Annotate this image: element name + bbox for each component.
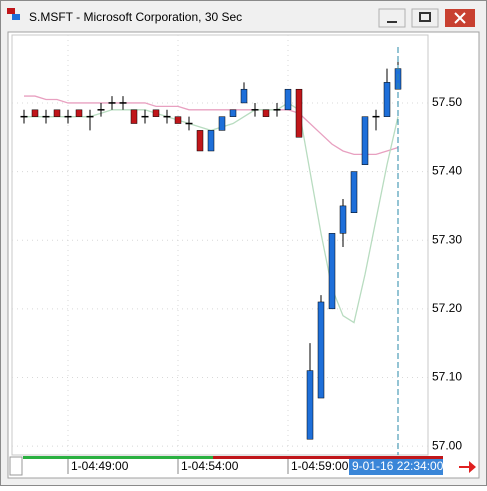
- scroll-right-arrow[interactable]: [459, 461, 476, 473]
- candle-body: [174, 116, 182, 124]
- candle-body: [284, 88, 292, 111]
- candle-body: [31, 109, 39, 117]
- scroll-range-green: [23, 456, 213, 459]
- y-tick-label: 57.00: [432, 438, 462, 452]
- moving-average: [24, 95, 399, 156]
- candle-body: [328, 233, 336, 310]
- candle-body: [306, 370, 314, 440]
- candle-body: [240, 88, 248, 104]
- candle-body: [339, 205, 347, 234]
- window-title: S.MSFT - Microsoft Corporation, 30 Sec: [29, 10, 242, 24]
- x-tick-label: 1-04:59:00: [291, 459, 349, 473]
- scroll-left[interactable]: [9, 456, 23, 476]
- app-icon: [7, 8, 15, 14]
- minimize-button[interactable]: [378, 8, 406, 28]
- maximize-button[interactable]: [411, 8, 439, 28]
- candle-body: [75, 109, 83, 117]
- maximize-icon: [419, 12, 431, 22]
- x-tick-label: 1-04:49:00: [71, 459, 129, 473]
- cursor-label-bg: [349, 459, 443, 475]
- candle-body: [152, 109, 160, 117]
- y-tick-label: 57.20: [432, 301, 462, 315]
- y-tick-label: 57.50: [432, 95, 462, 109]
- candle-body: [207, 130, 215, 152]
- close-icon: [454, 12, 466, 24]
- candle-body: [218, 116, 226, 131]
- cursor-label: 9-01-16 22:34:00: [352, 459, 444, 473]
- candle-body: [130, 109, 138, 124]
- candle-body: [361, 116, 369, 165]
- y-tick-label: 57.40: [432, 164, 462, 178]
- scroll-range-red: [213, 456, 443, 459]
- candle-body: [295, 88, 303, 138]
- candle-body: [262, 109, 270, 117]
- y-tick-label: 57.10: [432, 370, 462, 384]
- candle-body: [229, 109, 237, 117]
- candle-body: [53, 109, 61, 117]
- x-tick-label: 1-04:54:00: [181, 459, 239, 473]
- y-tick-label: 57.30: [432, 232, 462, 246]
- candle-body: [350, 171, 358, 213]
- candle-body: [383, 82, 391, 117]
- app-icon: [12, 14, 20, 20]
- plot-area: [11, 34, 429, 456]
- candle-body: [317, 301, 325, 399]
- candle-body: [196, 130, 204, 152]
